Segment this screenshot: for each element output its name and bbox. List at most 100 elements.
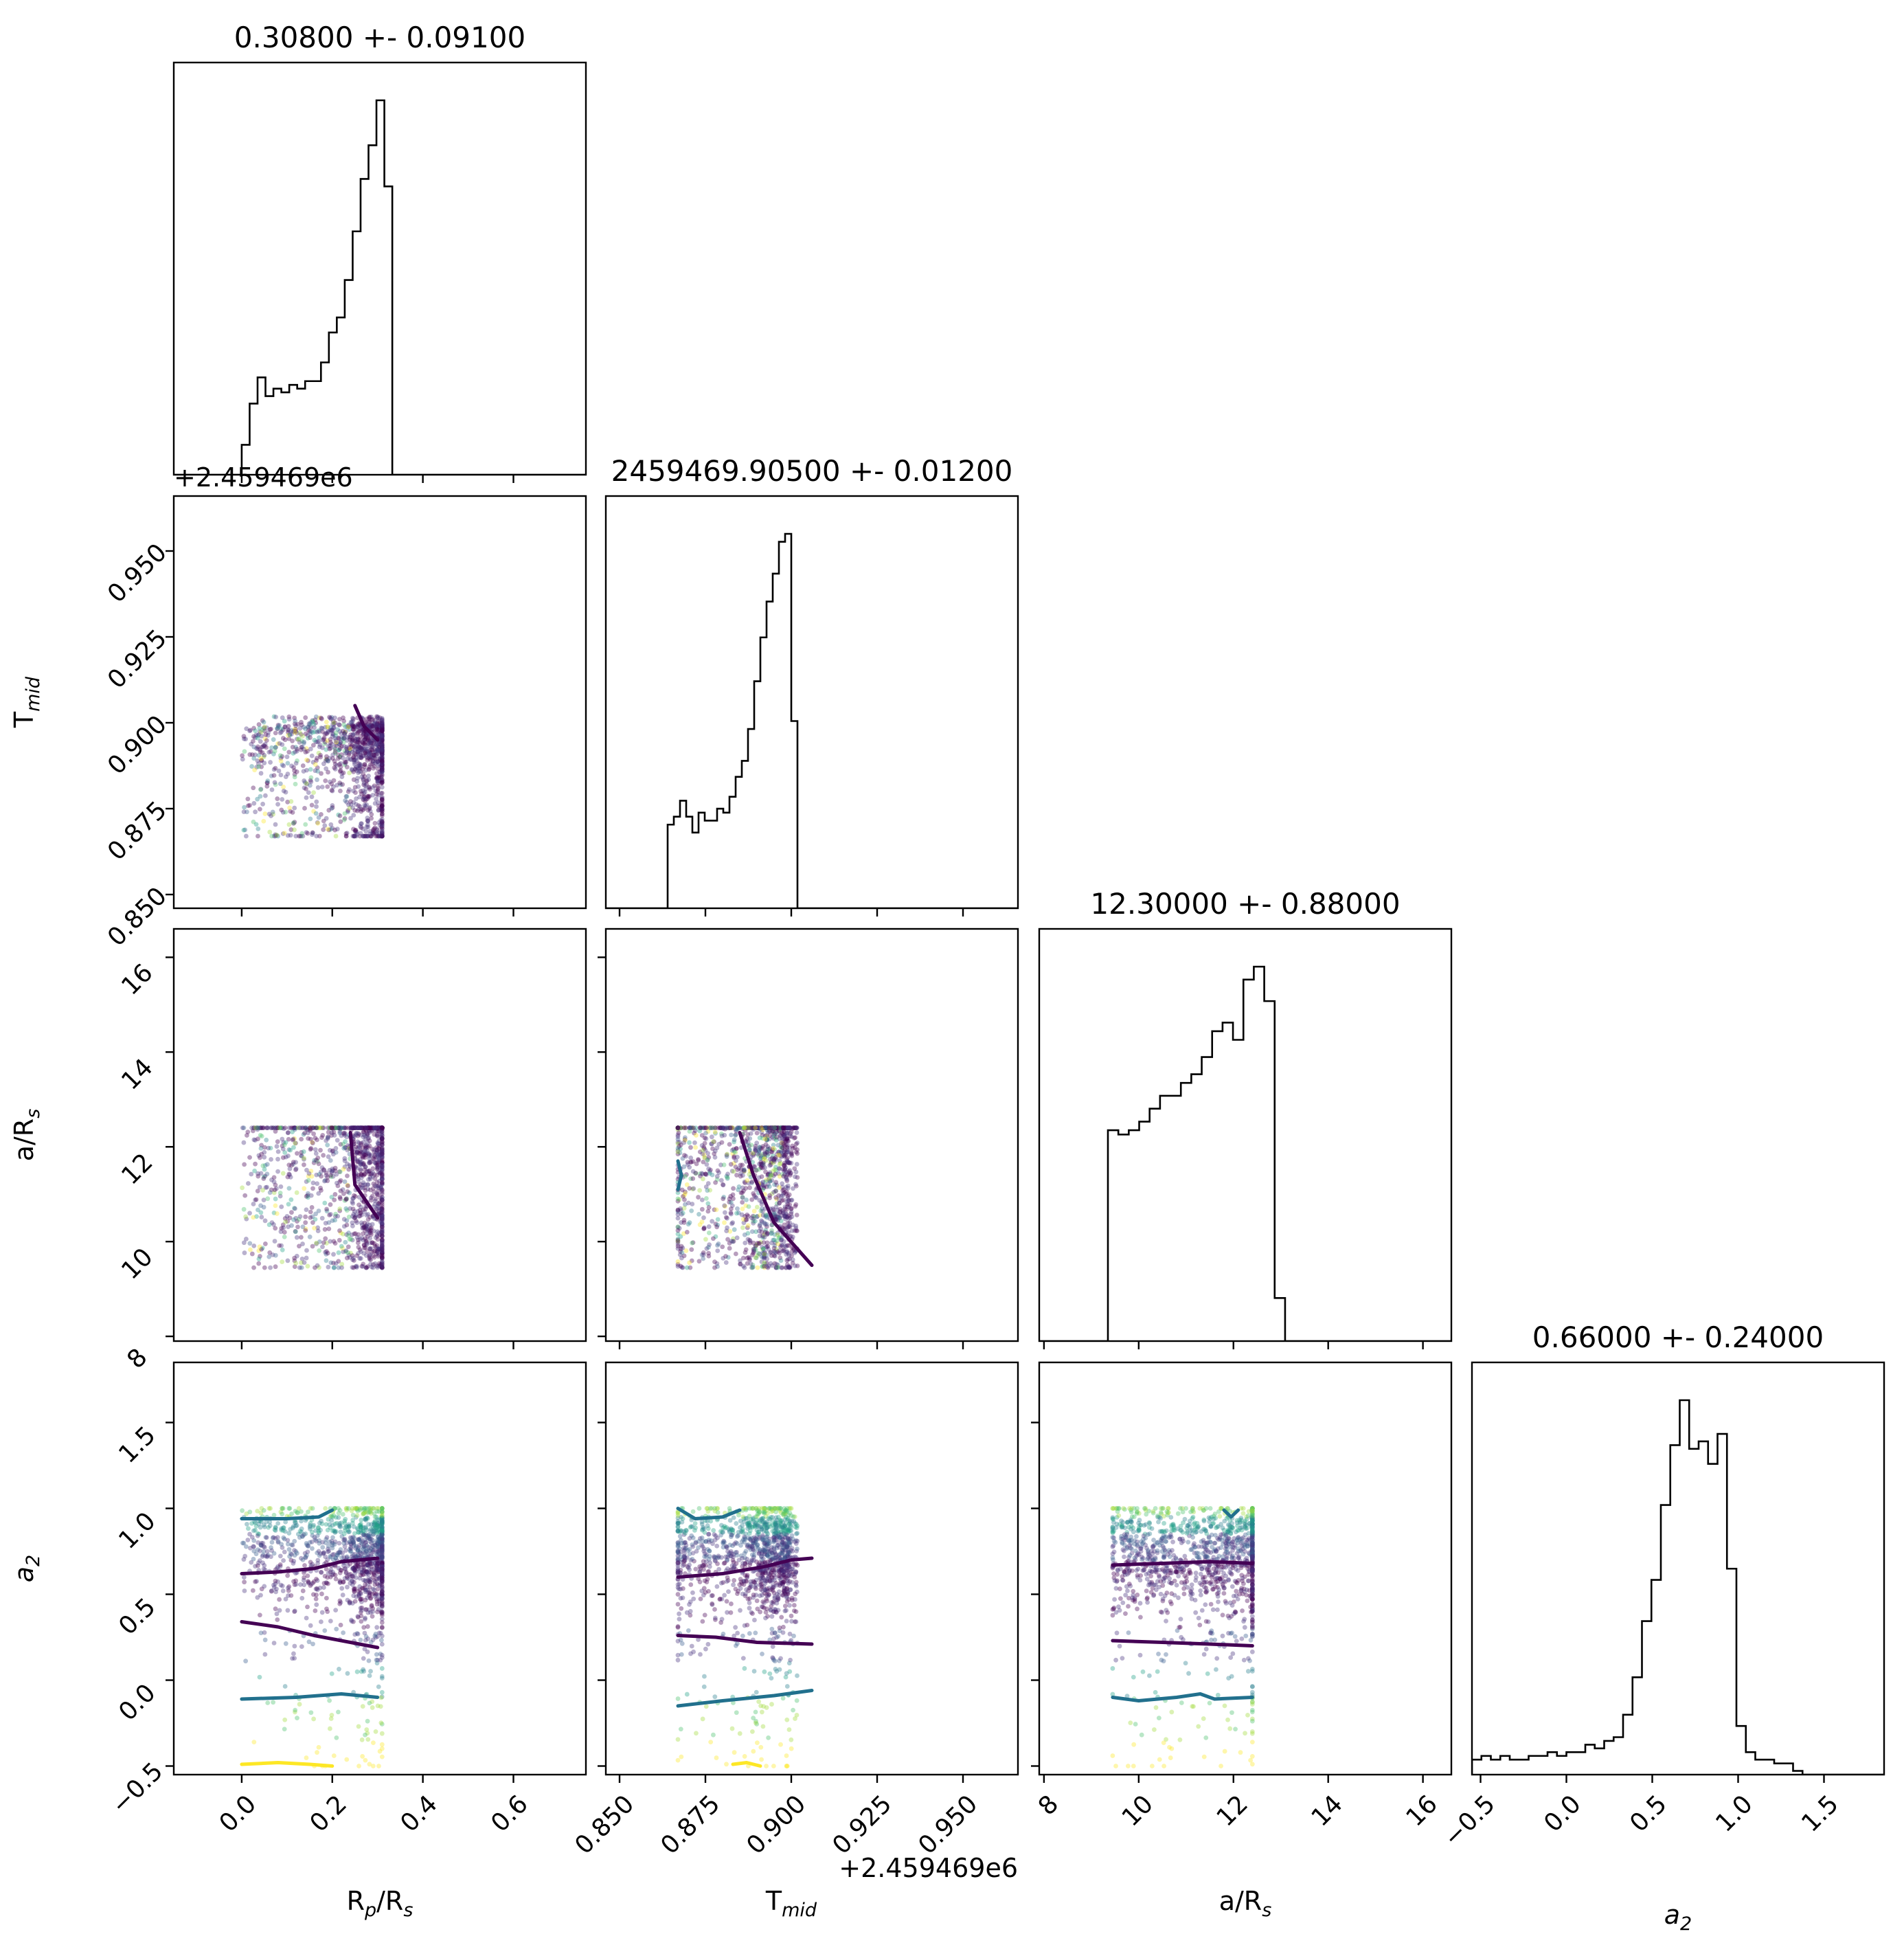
scatter-point bbox=[316, 1125, 321, 1131]
scatter-point bbox=[732, 1154, 737, 1159]
scatter-point bbox=[271, 752, 276, 756]
scatter-point bbox=[302, 741, 306, 746]
scatter-panel-3-0 bbox=[172, 1361, 587, 1776]
scatter-point bbox=[280, 762, 285, 767]
scatter-point bbox=[356, 1530, 361, 1535]
scatter-point bbox=[338, 740, 343, 745]
scatter-point bbox=[376, 1211, 382, 1216]
scatter-point bbox=[280, 809, 286, 815]
scatter-point bbox=[248, 728, 253, 733]
scatter-point bbox=[754, 1130, 760, 1136]
scatter-point bbox=[367, 756, 372, 761]
scatter-point bbox=[343, 724, 348, 730]
scatter-point bbox=[679, 1212, 684, 1217]
scatter-point bbox=[359, 1125, 364, 1131]
scatter-point bbox=[372, 1154, 377, 1159]
scatter-point bbox=[378, 739, 384, 744]
scatter-point bbox=[325, 827, 330, 832]
scatter-point bbox=[374, 1263, 379, 1268]
scatter-point bbox=[743, 1217, 749, 1222]
scatter-point bbox=[306, 1639, 312, 1645]
scatter-point bbox=[372, 1149, 377, 1155]
scatter-point bbox=[290, 810, 295, 815]
scatter-point bbox=[379, 803, 385, 809]
scatter-point bbox=[350, 727, 356, 732]
scatter-point bbox=[350, 736, 355, 741]
scatter-point bbox=[379, 756, 385, 762]
scatter-point bbox=[352, 750, 357, 756]
scatter-point bbox=[338, 1178, 343, 1183]
scatter-point bbox=[367, 715, 372, 719]
y-tick-label: 12 bbox=[116, 1148, 158, 1190]
scatter-point bbox=[299, 722, 304, 728]
scatter-point bbox=[772, 1243, 778, 1248]
scatter-point bbox=[356, 1125, 362, 1131]
scatter-point bbox=[337, 729, 343, 734]
scatter-point bbox=[783, 1244, 789, 1250]
scatter-point bbox=[374, 1232, 380, 1237]
scatter-point bbox=[373, 1125, 378, 1131]
scatter-point bbox=[372, 1176, 378, 1182]
scatter-point bbox=[259, 1134, 264, 1139]
scatter-point bbox=[362, 1224, 367, 1229]
scatter-point bbox=[318, 1619, 324, 1624]
scatter-point bbox=[313, 720, 319, 726]
scatter-point bbox=[366, 1169, 372, 1174]
scatter-point bbox=[334, 743, 339, 748]
scatter-point bbox=[374, 1192, 380, 1198]
scatter-point bbox=[379, 1151, 385, 1156]
scatter-point bbox=[355, 1125, 361, 1131]
scatter-point bbox=[354, 1151, 359, 1156]
scatter-point bbox=[764, 1137, 769, 1143]
scatter-point bbox=[375, 1140, 381, 1145]
scatter-point bbox=[365, 1212, 371, 1217]
scatter-point bbox=[325, 1175, 330, 1180]
scatter-point bbox=[332, 720, 338, 726]
scatter-point bbox=[352, 1531, 357, 1536]
scatter-point bbox=[378, 1247, 384, 1252]
scatter-point bbox=[680, 1265, 685, 1270]
scatter-point bbox=[740, 1263, 746, 1269]
scatter-point bbox=[260, 744, 266, 750]
scatter-point bbox=[321, 1168, 327, 1173]
scatter-point bbox=[714, 1177, 720, 1182]
scatter-point bbox=[753, 1195, 759, 1200]
scatter-point bbox=[324, 730, 329, 736]
scatter-point bbox=[245, 1181, 251, 1186]
scatter-point bbox=[356, 1144, 361, 1149]
scatter-point bbox=[370, 830, 376, 835]
scatter-point bbox=[363, 1125, 367, 1131]
scatter-point bbox=[324, 1173, 329, 1178]
scatter-point bbox=[342, 816, 348, 821]
scatter-point bbox=[379, 1265, 385, 1270]
scatter-point bbox=[343, 1145, 348, 1150]
scatter-point bbox=[373, 720, 378, 726]
scatter-point bbox=[688, 1265, 693, 1270]
scatter-point bbox=[365, 1222, 370, 1227]
scatter-point bbox=[344, 1208, 350, 1213]
scatter-point bbox=[267, 811, 272, 817]
scatter-point bbox=[327, 1726, 332, 1731]
scatter-point bbox=[331, 1239, 337, 1244]
scatter-point bbox=[379, 1234, 385, 1239]
scatter-point bbox=[337, 1667, 341, 1672]
scatter-point bbox=[324, 1206, 329, 1212]
scatter-point bbox=[363, 1188, 368, 1193]
scatter-point bbox=[365, 796, 370, 801]
scatter-point bbox=[734, 1173, 739, 1178]
scatter-point bbox=[277, 1597, 282, 1602]
scatter-point bbox=[379, 1159, 385, 1165]
scatter-point bbox=[675, 1212, 681, 1217]
scatter-point bbox=[378, 1125, 383, 1131]
scatter-point bbox=[374, 775, 380, 780]
scatter-point bbox=[356, 748, 361, 754]
scatter-point bbox=[379, 737, 385, 743]
scatter-point bbox=[363, 833, 369, 839]
scatter-point bbox=[714, 1145, 720, 1151]
scatter-point bbox=[368, 1159, 374, 1165]
scatter-point bbox=[324, 1241, 329, 1246]
scatter-point bbox=[349, 757, 354, 762]
scatter-point bbox=[379, 1244, 385, 1249]
scatter-point bbox=[379, 734, 385, 739]
scatter-point bbox=[277, 753, 283, 758]
